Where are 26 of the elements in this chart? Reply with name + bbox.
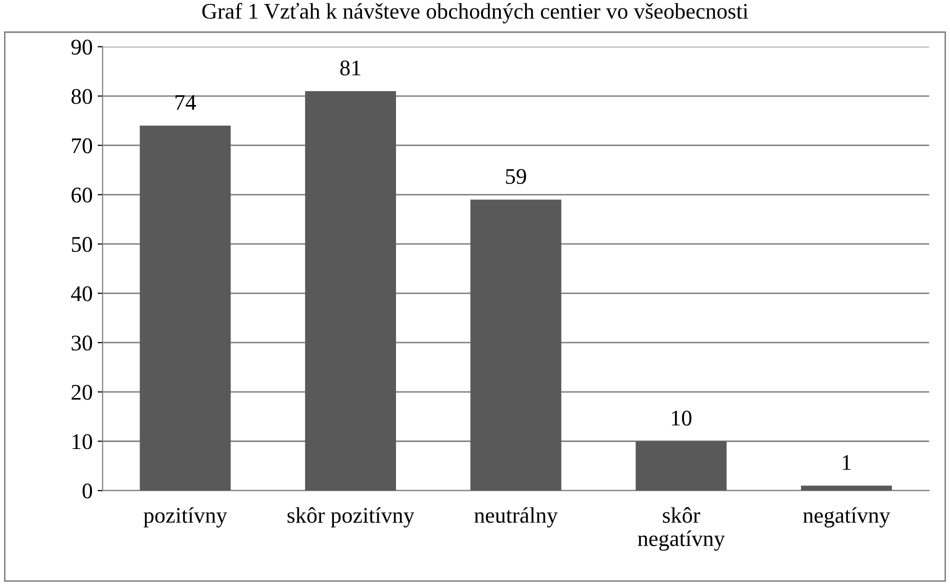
bar xyxy=(305,91,396,491)
y-tick-label: 40 xyxy=(71,286,92,302)
y-tick-label: 10 xyxy=(72,434,92,450)
y-tick-label: 90 xyxy=(71,40,92,55)
bar xyxy=(470,200,562,491)
data-label: 59 xyxy=(506,169,526,184)
x-tick-label: negatívny xyxy=(803,507,890,528)
bar xyxy=(636,441,727,491)
chart-title: Graf 1 Vzťah k návšteve obchodných centier vo všeobecnosti xyxy=(202,2,748,24)
x-tick-label: skôr pozitívny xyxy=(288,507,414,528)
y-tick-label: 20 xyxy=(72,384,92,400)
data-label: 1 xyxy=(842,455,851,470)
bar xyxy=(140,126,231,491)
data-label: 74 xyxy=(176,95,196,110)
x-tick-label: pozitívny xyxy=(144,507,228,528)
y-tick-label: 30 xyxy=(72,336,92,351)
data-label: 10 xyxy=(672,410,692,426)
x-tick-label: skôr negatívny xyxy=(638,507,725,551)
y-tick-label: 0 xyxy=(82,483,92,498)
y-tick-label: 80 xyxy=(72,88,92,104)
y-tick-label: 70 xyxy=(72,138,92,154)
data-label: 81 xyxy=(340,60,360,76)
x-tick-label: neutrálny xyxy=(474,507,558,528)
y-tick-label: 60 xyxy=(72,188,92,203)
bar xyxy=(800,486,892,491)
y-tick-label: 50 xyxy=(72,236,92,252)
